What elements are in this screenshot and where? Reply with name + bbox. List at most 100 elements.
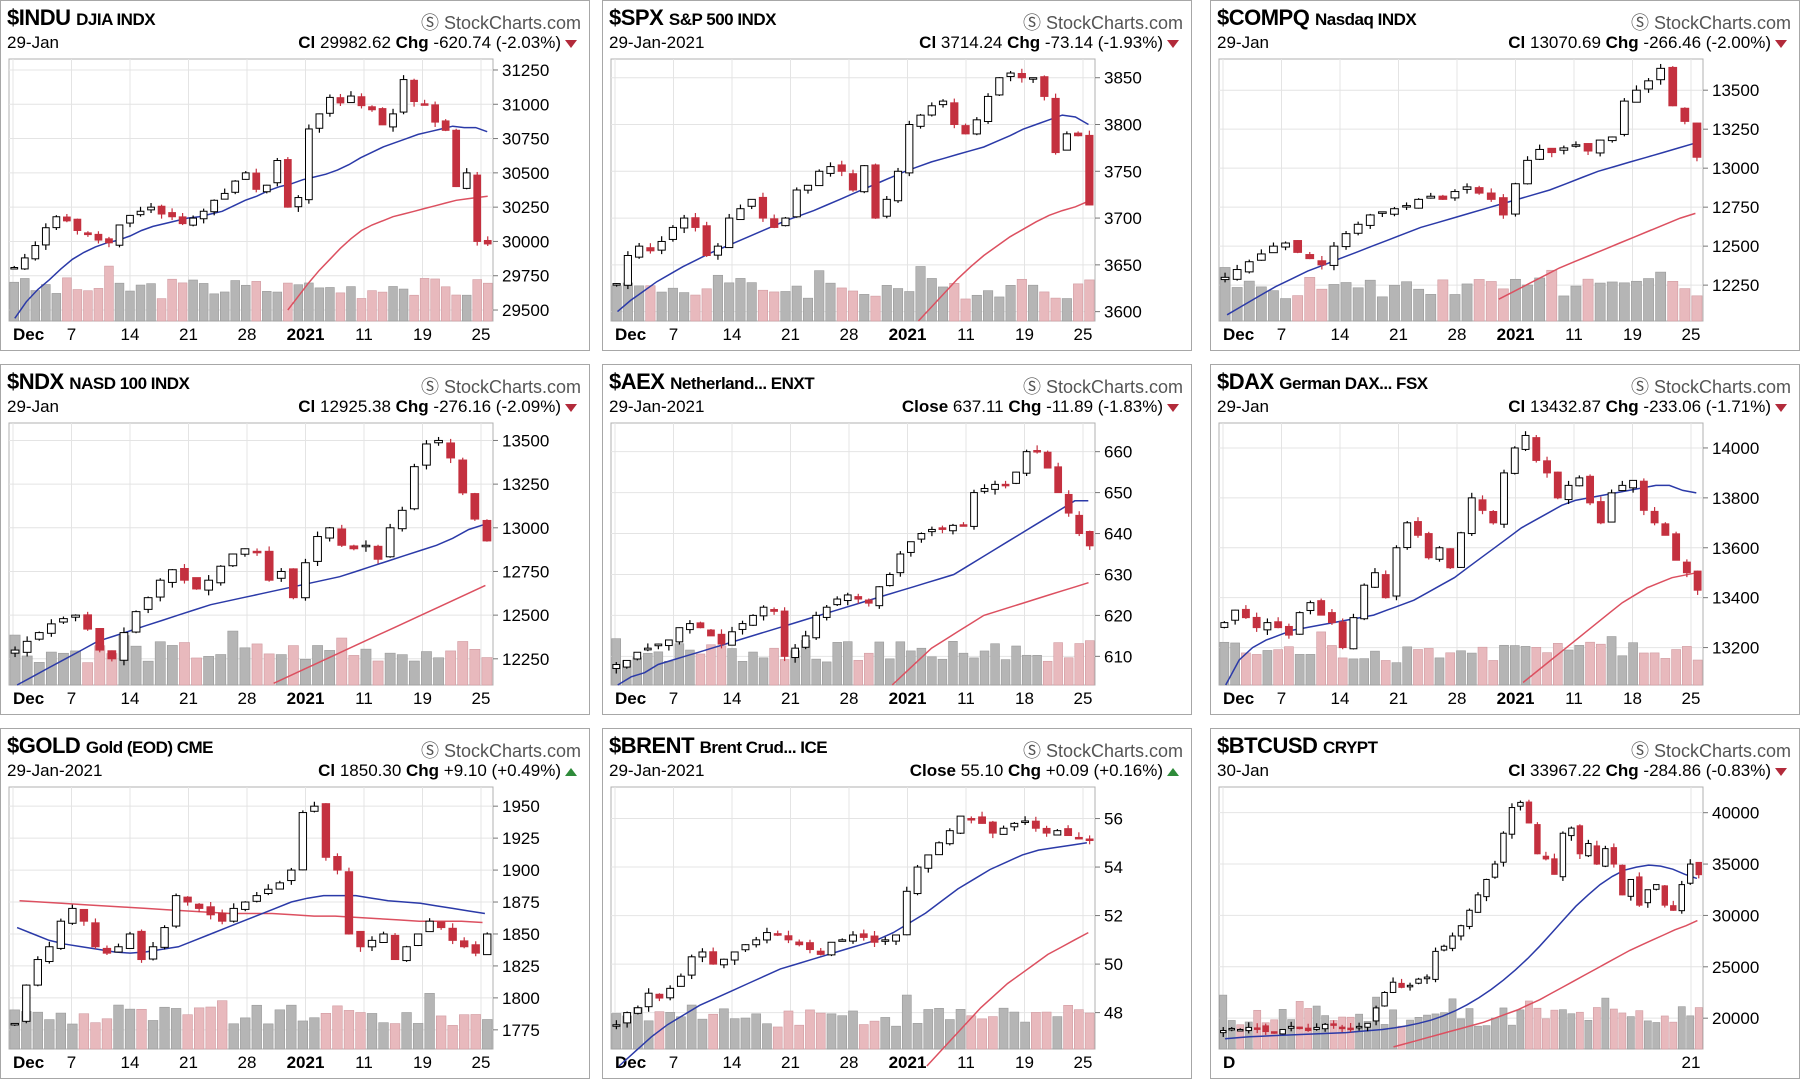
volume-bar: [762, 1023, 772, 1050]
chart-symbol[interactable]: $GOLD Gold (EOD) CME: [7, 733, 214, 759]
x-tick-label: 7: [1277, 325, 1286, 344]
candle-body: [252, 895, 261, 902]
candle-body: [1296, 1026, 1303, 1030]
volume-bar: [990, 643, 1000, 686]
volume-bar: [885, 658, 895, 686]
chart-symbol[interactable]: $INDU DJIA INDX: [7, 5, 156, 31]
volume-bar: [1244, 1021, 1253, 1050]
candle-body: [22, 640, 32, 653]
chart-panel-brent[interactable]: $BRENT Brent Crud... ICE Ⓢ StockCharts.co…: [602, 728, 1192, 1079]
volume-bar: [779, 659, 790, 686]
volume-bar: [1219, 641, 1230, 686]
candle-body: [896, 553, 905, 574]
volume-bar: [388, 286, 398, 322]
chart-symbol[interactable]: $DAX German DAX... FSX: [1217, 369, 1428, 395]
change-value: -11.89 (-1.83%): [1046, 397, 1163, 416]
y-tick-label: 13400: [1712, 589, 1759, 608]
candle-body: [10, 267, 19, 270]
volume-bar: [869, 1020, 880, 1050]
y-tick-label: 12250: [1712, 276, 1759, 295]
volume-bar: [1000, 659, 1011, 686]
x-tick-label: 19: [413, 325, 432, 344]
close-value: 29982.62: [320, 33, 396, 52]
candle-body: [623, 255, 632, 286]
candle-body: [1426, 195, 1436, 199]
candle-body: [1618, 484, 1627, 492]
y-tick-label: 3600: [1104, 303, 1142, 322]
candle-body: [344, 871, 354, 935]
chart-symbol[interactable]: $BRENT Brent Crud... ICE: [609, 733, 828, 759]
candle-body: [1372, 1007, 1380, 1022]
chart-panel-spx[interactable]: $SPX S&P 500 INDX Ⓢ StockCharts.com 29-Jan…: [602, 0, 1192, 351]
chart-panel-aex[interactable]: $AEX Netherland... ENXT Ⓢ StockCharts.com…: [602, 364, 1192, 715]
candle-body: [1695, 861, 1702, 876]
chart-symbol[interactable]: $AEX Netherland... ENXT: [609, 369, 815, 395]
x-tick-label: 7: [669, 689, 678, 708]
chart-header: $BRENT Brent Crud... ICE Ⓢ StockCharts.co…: [609, 733, 1185, 781]
candle-body: [160, 927, 169, 948]
candle-body: [126, 214, 134, 224]
volume-bar: [751, 1013, 762, 1050]
candle-body: [1349, 617, 1358, 650]
candle-body: [1054, 466, 1063, 494]
down-arrow-icon: [1775, 403, 1787, 412]
candle-body: [1263, 622, 1272, 631]
candle-body: [1284, 625, 1293, 636]
chart-symbol[interactable]: $SPX S&P 500 INDX: [609, 5, 776, 31]
x-tick-label: 11: [957, 1053, 975, 1072]
chart-panel-ndx[interactable]: $NDX NASD 100 INDX Ⓢ StockCharts.com 29-Ja…: [0, 364, 590, 715]
candle-body: [1511, 183, 1520, 215]
candle-body: [448, 927, 457, 941]
x-tick-label: 28: [1448, 689, 1467, 708]
candle-body: [262, 184, 271, 193]
candle-body: [378, 108, 387, 126]
y-tick-label: 3800: [1104, 116, 1142, 135]
candle-body: [1389, 981, 1397, 993]
candle-body: [1450, 191, 1460, 199]
volume-bar: [70, 650, 81, 686]
candle-body: [1680, 107, 1690, 122]
candle-body: [273, 160, 282, 184]
chart-header: $INDU DJIA INDX Ⓢ StockCharts.com 29-Jan Cl…: [7, 5, 583, 53]
candle-body: [633, 1007, 642, 1014]
y-tick-label: 3750: [1104, 162, 1142, 181]
candle-body: [204, 579, 214, 591]
candle-body: [1500, 832, 1507, 863]
chart-panel-indu[interactable]: $INDU DJIA INDX Ⓢ StockCharts.com 29-Jan Cl…: [0, 0, 590, 351]
volume-bar: [859, 294, 870, 322]
chart-symbol[interactable]: $NDX NASD 100 INDX: [7, 369, 190, 395]
candle-body: [1338, 1026, 1346, 1030]
candle-body: [1446, 548, 1455, 569]
candle-body: [446, 442, 456, 459]
candle-body: [759, 606, 768, 617]
candle-body: [1440, 945, 1448, 951]
volume-bar: [451, 294, 461, 322]
y-tick-label: 13800: [1712, 489, 1759, 508]
candle-body: [644, 992, 653, 1008]
chart-symbol[interactable]: $BTCUSD CRYPT: [1217, 733, 1378, 759]
candle-body: [301, 562, 310, 599]
y-tick-label: 14000: [1712, 439, 1759, 458]
chart-panel-dax[interactable]: $DAX German DAX... FSX Ⓢ StockCharts.com 2…: [1210, 364, 1800, 715]
symbol-name: DJIA INDX: [76, 10, 156, 29]
chart-panel-gold[interactable]: $GOLD Gold (EOD) CME Ⓢ StockCharts.com 29-…: [0, 728, 590, 1079]
volume-bar: [348, 655, 360, 686]
volume-bar: [263, 653, 275, 686]
candle-body: [871, 164, 880, 219]
candle-body: [84, 232, 92, 236]
volume-bar: [1482, 1025, 1491, 1050]
x-tick-label: 14: [121, 689, 140, 708]
volume-bar: [1337, 657, 1348, 686]
candle-body: [288, 568, 298, 599]
chart-stats: Cl 33967.22 Chg -284.86 (-0.83%): [1508, 761, 1787, 781]
candle-body: [325, 527, 335, 539]
candle-body: [367, 939, 377, 948]
candle-body: [916, 114, 925, 127]
volume-bar: [645, 285, 656, 322]
chart-panel-compq[interactable]: $COMPQ Nasdaq INDX Ⓢ StockCharts.com 29-Ja…: [1210, 0, 1800, 351]
chart-symbol[interactable]: $COMPQ Nasdaq INDX: [1217, 5, 1417, 31]
candle-body: [791, 647, 799, 659]
candle-body: [1661, 885, 1669, 906]
chart-header: $COMPQ Nasdaq INDX Ⓢ StockCharts.com 29-Ja…: [1217, 5, 1793, 53]
chart-panel-btcusd[interactable]: $BTCUSD CRYPT Ⓢ StockCharts.com 30-Jan Cl 3…: [1210, 728, 1800, 1079]
